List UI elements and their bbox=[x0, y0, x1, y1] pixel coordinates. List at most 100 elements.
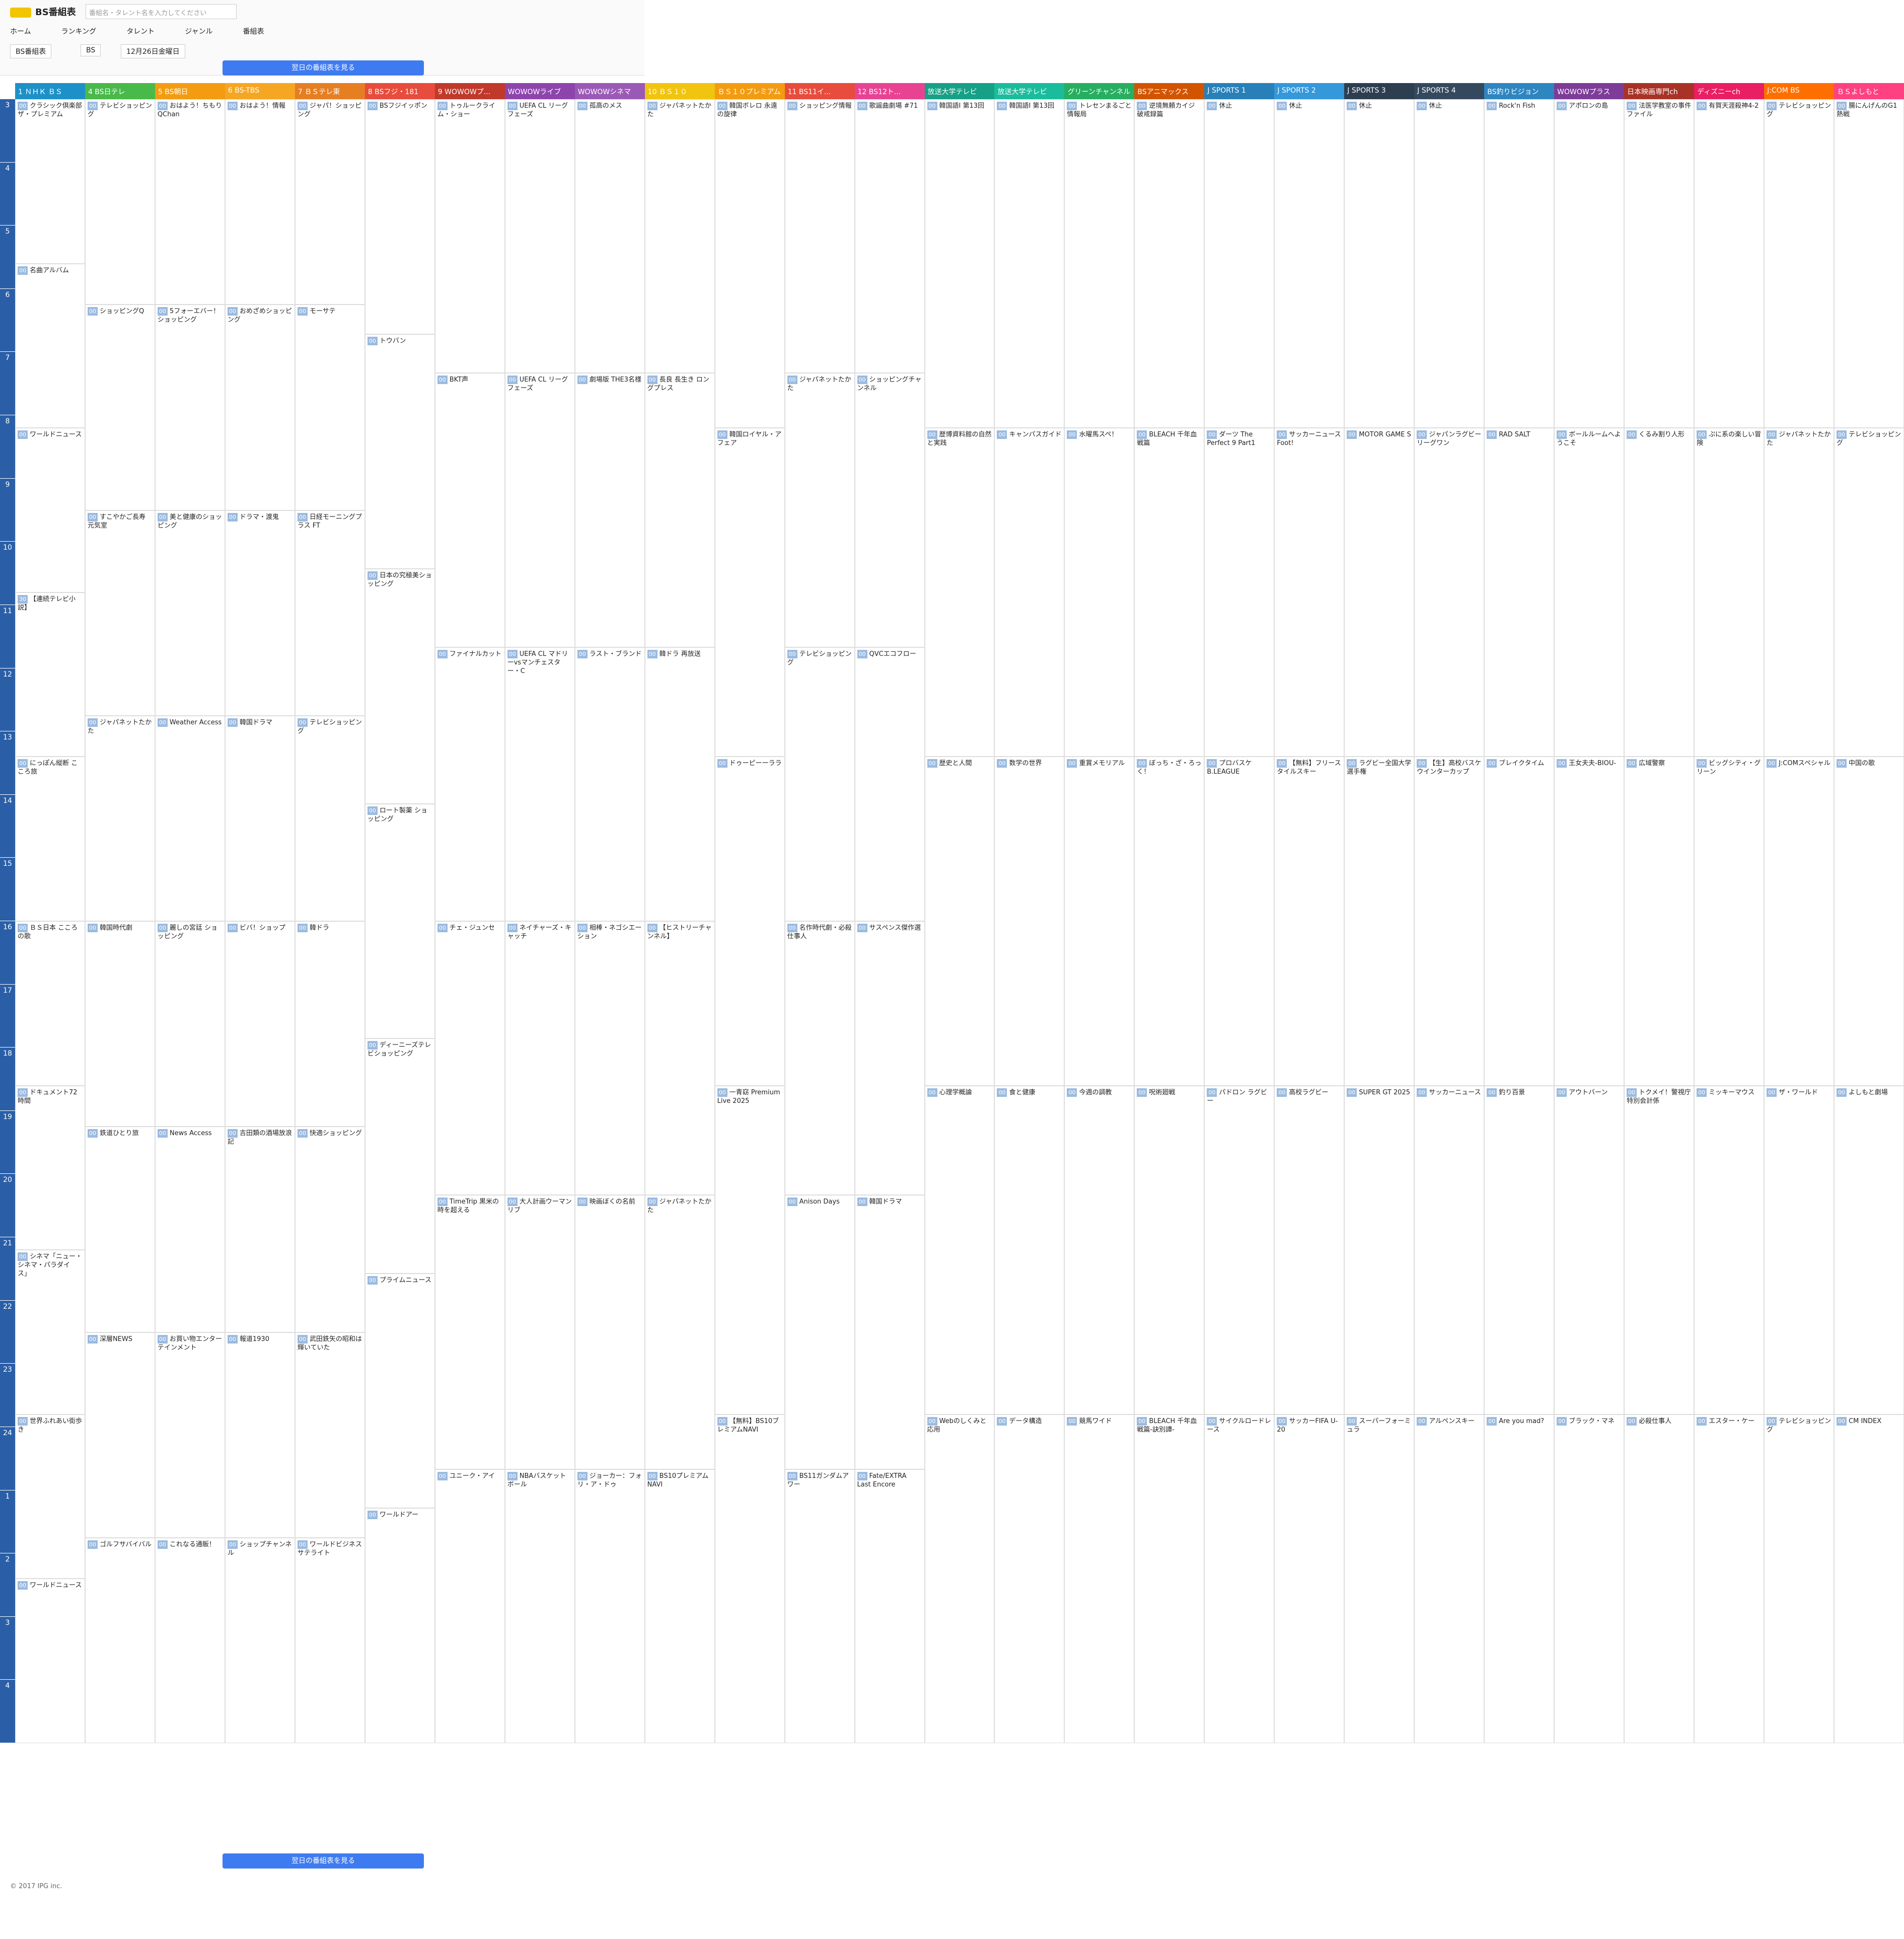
program[interactable]: 00 QVCエコフロー bbox=[854, 647, 925, 921]
program[interactable]: 00 NBAバスケットボール bbox=[504, 1469, 575, 1743]
nav-link[interactable]: ランキング bbox=[61, 28, 97, 36]
program[interactable]: 00 くるみ割り人形 bbox=[1624, 428, 1695, 757]
channel-header[interactable]: J SPORTS 1 bbox=[1204, 83, 1275, 99]
program[interactable]: 00 快適ショッピング bbox=[295, 1127, 365, 1332]
program[interactable]: 00 吉田類の酒場放浪記 bbox=[225, 1127, 295, 1332]
program[interactable]: 00 BLEACH 千年血戦篇 bbox=[1134, 428, 1205, 757]
channel-header[interactable]: 放送大学テレビ bbox=[994, 83, 1065, 99]
program[interactable]: 00 ワールドニュース bbox=[15, 428, 85, 592]
program[interactable]: 00 韓国ドラマ bbox=[225, 715, 295, 921]
program[interactable]: 00 UEFA CL マドリーvsマンチェスター・C bbox=[504, 647, 575, 921]
program[interactable]: 30 【連続テレビ小説】 bbox=[15, 592, 85, 757]
program[interactable]: 00 今週の調教 bbox=[1064, 1085, 1135, 1414]
channel-header[interactable]: 1 ＮＨＫ ＢＳ bbox=[15, 83, 85, 99]
program[interactable]: 00 お買い物エンターテインメント bbox=[155, 1332, 225, 1538]
program[interactable]: 00 ショップチャンネル bbox=[225, 1537, 295, 1743]
select[interactable]: BS番組表 bbox=[10, 44, 52, 58]
nav-link[interactable]: ジャンル bbox=[185, 28, 213, 36]
channel-header[interactable]: 放送大学テレビ bbox=[924, 83, 995, 99]
channel-header[interactable]: BSアニマックス bbox=[1134, 83, 1205, 99]
program[interactable]: 00 高校ラグビー bbox=[1274, 1085, 1345, 1414]
program[interactable]: 00 ショッピング情報 bbox=[784, 99, 855, 374]
channel-header[interactable]: ディズニーch bbox=[1694, 83, 1765, 99]
program[interactable]: 00 Fate/EXTRA Last Encore bbox=[854, 1469, 925, 1743]
program[interactable]: 00 ワールドアー bbox=[364, 1508, 435, 1743]
channel-header[interactable]: 11 BS11イ... bbox=[784, 83, 855, 99]
program[interactable]: 00 ＢＳ日本 こころの歌 bbox=[15, 921, 85, 1086]
channel-header[interactable]: 5 BS朝日 bbox=[155, 83, 225, 99]
program[interactable]: 00 王女夫夫-BIOU- bbox=[1554, 757, 1625, 1086]
program[interactable]: 00 ビッグシティ・グリーン bbox=[1694, 757, 1765, 1086]
program[interactable]: 00 ジャパネットたかた bbox=[644, 99, 715, 374]
program[interactable]: 00 ユニーク・アイ bbox=[434, 1469, 505, 1743]
program[interactable]: 00 5フォーエバー！ショッピング bbox=[155, 305, 225, 510]
program[interactable]: 00 食と健康 bbox=[994, 1085, 1065, 1414]
program[interactable]: 00 韓ドラ 再放送 bbox=[644, 647, 715, 921]
program[interactable]: 00 休止 bbox=[1274, 99, 1345, 428]
program[interactable]: 00 中国の歌 bbox=[1834, 757, 1904, 1086]
program[interactable]: 00 ジャパネットたかた bbox=[644, 1195, 715, 1469]
program[interactable]: 00 釣り百景 bbox=[1484, 1085, 1555, 1414]
program[interactable]: 00 韓国語I 第13回 bbox=[994, 99, 1065, 428]
program[interactable]: 00 鉄道ひとり旅 bbox=[85, 1127, 155, 1332]
program[interactable]: 00 テレビショッピング bbox=[784, 647, 855, 921]
program[interactable]: 00 これなる通販！ bbox=[155, 1537, 225, 1743]
program[interactable]: 00 一青窈 Premium Live 2025 bbox=[714, 1085, 785, 1414]
program[interactable]: 00 Webのしくみと応用 bbox=[924, 1414, 995, 1743]
program[interactable]: 00 ロート製薬 ショッピング bbox=[364, 803, 435, 1039]
next-day-button[interactable]: 翌日の番組表を見る bbox=[223, 1853, 424, 1869]
program[interactable]: 00 BLEACH 千年血戦篇-訣別譚- bbox=[1134, 1414, 1205, 1743]
program[interactable]: 00 トゥルークライム・ショー bbox=[434, 99, 505, 374]
program[interactable]: 00 サスペンス傑作選 bbox=[854, 921, 925, 1196]
program[interactable]: 00 Weather Access bbox=[155, 715, 225, 921]
program[interactable]: 00 【生】高校バスケ ウインターカップ bbox=[1414, 757, 1485, 1086]
program[interactable]: 00 ジャパネットたかた bbox=[1764, 428, 1835, 757]
program[interactable]: 00 水曜馬スペ！ bbox=[1064, 428, 1135, 757]
program[interactable]: 00 MOTOR GAME S bbox=[1344, 428, 1415, 757]
program[interactable]: 00 ラスト・ブランド bbox=[574, 647, 645, 921]
program[interactable]: 00 サッカーニュース bbox=[1414, 1085, 1485, 1414]
program[interactable]: 00 テレビショッピング bbox=[85, 99, 155, 305]
program[interactable]: 00 逆境無頼カイジ 破戒録篇 bbox=[1134, 99, 1205, 428]
program[interactable]: 00 サイクルロードレース bbox=[1204, 1414, 1275, 1743]
program[interactable]: 00 トウバン bbox=[364, 334, 435, 569]
program[interactable]: 00 韓国語I 第13回 bbox=[924, 99, 995, 428]
channel-header[interactable]: 6 BS-TBS bbox=[225, 83, 295, 99]
program[interactable]: 00 ファイナルカット bbox=[434, 647, 505, 921]
channel-header[interactable]: J SPORTS 4 bbox=[1414, 83, 1485, 99]
program[interactable]: 00 広域警察 bbox=[1624, 757, 1695, 1086]
program[interactable]: 00 武田鉄矢の昭和は輝いていた bbox=[295, 1332, 365, 1538]
program[interactable]: 00 孤高のメス bbox=[574, 99, 645, 374]
program[interactable]: 00 世界ふれあい街歩き bbox=[15, 1414, 85, 1579]
program[interactable]: 00 テレビショッピング bbox=[1834, 428, 1904, 757]
program[interactable]: 00 ジャパ！ショッピング bbox=[295, 99, 365, 305]
program[interactable]: 00 日経モーニングプラス FT bbox=[295, 510, 365, 716]
program[interactable]: 00 名作時代劇・必殺仕事人 bbox=[784, 921, 855, 1196]
channel-header[interactable]: WOWOWシネマ bbox=[574, 83, 645, 99]
channel-header[interactable]: J SPORTS 2 bbox=[1274, 83, 1345, 99]
channel-header[interactable]: ＢＳよしもと bbox=[1834, 83, 1904, 99]
program[interactable]: 00 ザ・ワールド bbox=[1764, 1085, 1835, 1414]
program[interactable]: 00 韓国ロイヤル・アフェア bbox=[714, 428, 785, 757]
program[interactable]: 00 アウトバーン bbox=[1554, 1085, 1625, 1414]
program[interactable]: 00 歴博資料館の自然と実践 bbox=[924, 428, 995, 757]
program[interactable]: 00 スーパーフォーミュラ bbox=[1344, 1414, 1415, 1743]
program[interactable]: 00 テレビショッピング bbox=[1764, 1414, 1835, 1743]
program[interactable]: 00 ワールドビジネスサテライト bbox=[295, 1537, 365, 1743]
program[interactable]: 00 ゴルフサバイバル bbox=[85, 1537, 155, 1743]
program[interactable]: 00 プライムニュース bbox=[364, 1273, 435, 1509]
program[interactable]: 00 SUPER GT 2025 bbox=[1344, 1085, 1415, 1414]
program[interactable]: 00 ジャパネットたかた bbox=[85, 715, 155, 921]
program[interactable]: 00 ショッピングQ bbox=[85, 305, 155, 510]
program[interactable]: 00 深層NEWS bbox=[85, 1332, 155, 1538]
program[interactable]: 00 韓国時代劇 bbox=[85, 921, 155, 1127]
program[interactable]: 00 韓ドラ bbox=[295, 921, 365, 1127]
program[interactable]: 00 キャンパスガイド bbox=[994, 428, 1065, 757]
program[interactable]: 00 ドラマ・渡鬼 bbox=[225, 510, 295, 716]
program[interactable]: 00 シネマ「ニュー・シネマ・パラダイス」 bbox=[15, 1250, 85, 1414]
channel-header[interactable]: 9 WOWOWプ... bbox=[434, 83, 505, 99]
program[interactable]: 00 BKT声 bbox=[434, 373, 505, 647]
program[interactable]: 00 Anison Days bbox=[784, 1195, 855, 1469]
program[interactable]: 00 ぷに系の楽しい冒険 bbox=[1694, 428, 1765, 757]
program[interactable]: 00 歌謡曲劇場 #71 bbox=[854, 99, 925, 374]
